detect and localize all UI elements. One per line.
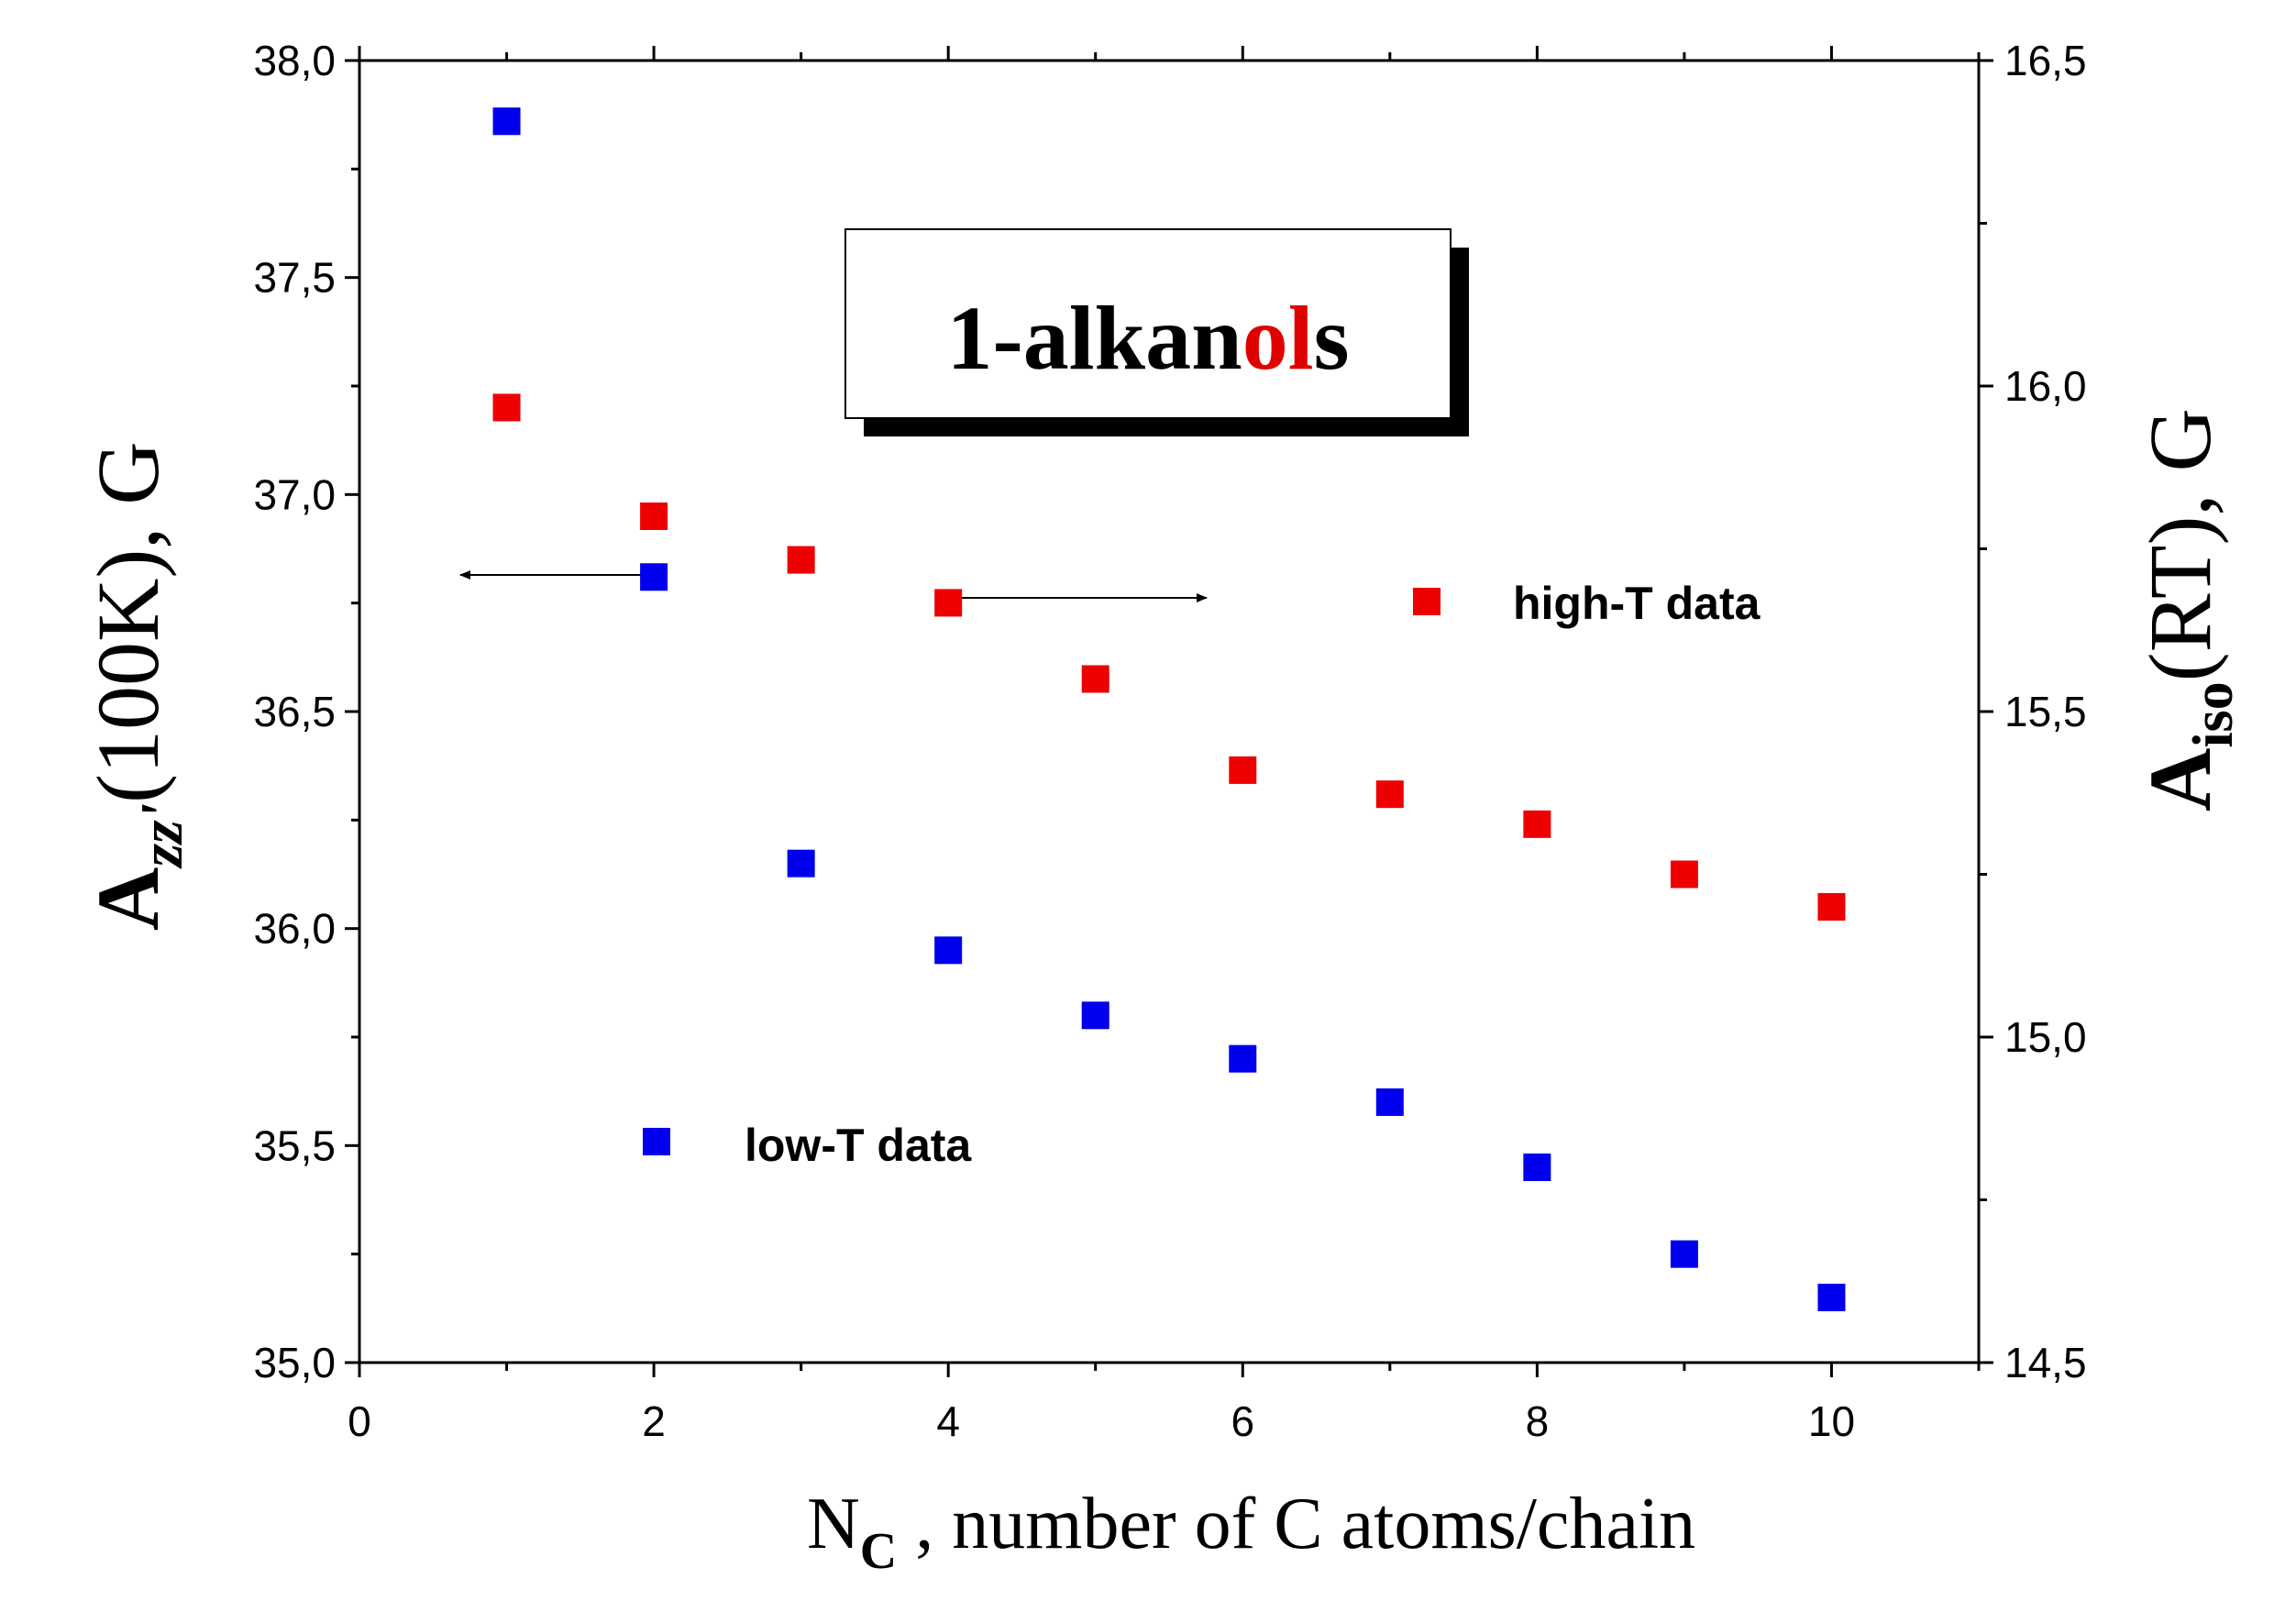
point-low-t-data (640, 563, 668, 591)
point-high-t-data (640, 502, 668, 530)
point-high-t-data (492, 393, 521, 422)
point-high-t-data (1081, 665, 1109, 693)
x-tick-label: 0 (348, 1397, 371, 1445)
point-low-t-data (492, 107, 521, 136)
legend-marker-low-t (643, 1128, 670, 1155)
x-tick-label: 10 (1808, 1397, 1855, 1445)
y-right-tick-label: 14,5 (2004, 1339, 2087, 1386)
title-box: 1-alkanols (844, 228, 1469, 436)
point-high-t-data (1229, 756, 1257, 784)
title-part-2: ol (1242, 287, 1314, 389)
point-high-t-data (1817, 893, 1846, 921)
y-axis-left-title-rest: (100K), G (79, 441, 177, 803)
y-right-tick-label: 16,0 (2004, 362, 2087, 410)
point-low-t-data (1375, 1088, 1404, 1116)
y-right-tick-label: 15,5 (2004, 688, 2087, 735)
y-axis-right-title-sub: iso (2182, 681, 2245, 747)
y-left-tick-label: 36,5 (253, 688, 336, 735)
point-low-t-data (1523, 1154, 1551, 1181)
title-box-face (844, 228, 1452, 419)
y-left-tick-label: 37,0 (253, 470, 336, 518)
point-low-t-data (1670, 1240, 1698, 1268)
axis-ticks: 0 2 4 6 8 10 35,0 35,5 36,0 36,5 37,0 37,5 38,0 14,5 1… (253, 37, 2086, 1445)
x-tick-label: 2 (642, 1397, 666, 1445)
x-axis-title: NC , number of C atoms/chain (807, 1484, 1695, 1580)
y-right-tick-label: 15,0 (2004, 1013, 2087, 1061)
x-tick-label: 6 (1231, 1397, 1254, 1445)
x-tick-label: 4 (936, 1397, 960, 1445)
point-high-t-data (787, 546, 815, 574)
point-low-t-data (787, 849, 815, 878)
point-high-t-data (934, 589, 963, 617)
x-axis-title-main: N (807, 1484, 860, 1564)
x-axis-title-sub: C (860, 1523, 897, 1580)
y-axis-left-title: Azz'(100K), G (79, 441, 195, 931)
point-low-t-data (1081, 1001, 1109, 1030)
title-part-1: 1-alkan (946, 287, 1242, 389)
y-axis-right-title-rest: (RT), G (2131, 408, 2229, 681)
y-left-tick-label: 38,0 (253, 37, 336, 84)
x-axis-title-rest: , number of C atoms/chain (897, 1484, 1695, 1564)
point-low-t-data (1817, 1284, 1846, 1311)
y-left-tick-label: 35,5 (253, 1121, 336, 1169)
point-high-t-data (1375, 780, 1404, 809)
y-axis-left-title-main: A (79, 867, 177, 931)
legend-marker-high-t (1413, 588, 1441, 615)
x-tick-label: 8 (1526, 1397, 1550, 1445)
y-axis-left-title-sub: zz' (128, 803, 195, 869)
point-low-t-data (1229, 1044, 1257, 1073)
legend: high-T data low-T data (643, 578, 1761, 1171)
y-axis-right-title-main: A (2131, 748, 2229, 812)
point-high-t-data (1670, 860, 1698, 889)
y-right-tick-label: 16,5 (2004, 37, 2087, 84)
legend-label-high-t: high-T data (1513, 578, 1761, 629)
title-part-3: s (1314, 287, 1350, 389)
legend-label-low-t: low-T data (745, 1120, 972, 1171)
y-left-tick-label: 35,0 (253, 1339, 336, 1386)
data-points (492, 107, 1846, 1311)
point-low-t-data (934, 936, 963, 965)
chart-title: 1-alkanols (946, 287, 1349, 389)
y-axis-right-title: Aiso(RT), G (2131, 408, 2245, 812)
point-high-t-data (1523, 810, 1551, 838)
y-left-tick-label: 37,5 (253, 254, 336, 302)
y-left-tick-label: 36,0 (253, 905, 336, 953)
